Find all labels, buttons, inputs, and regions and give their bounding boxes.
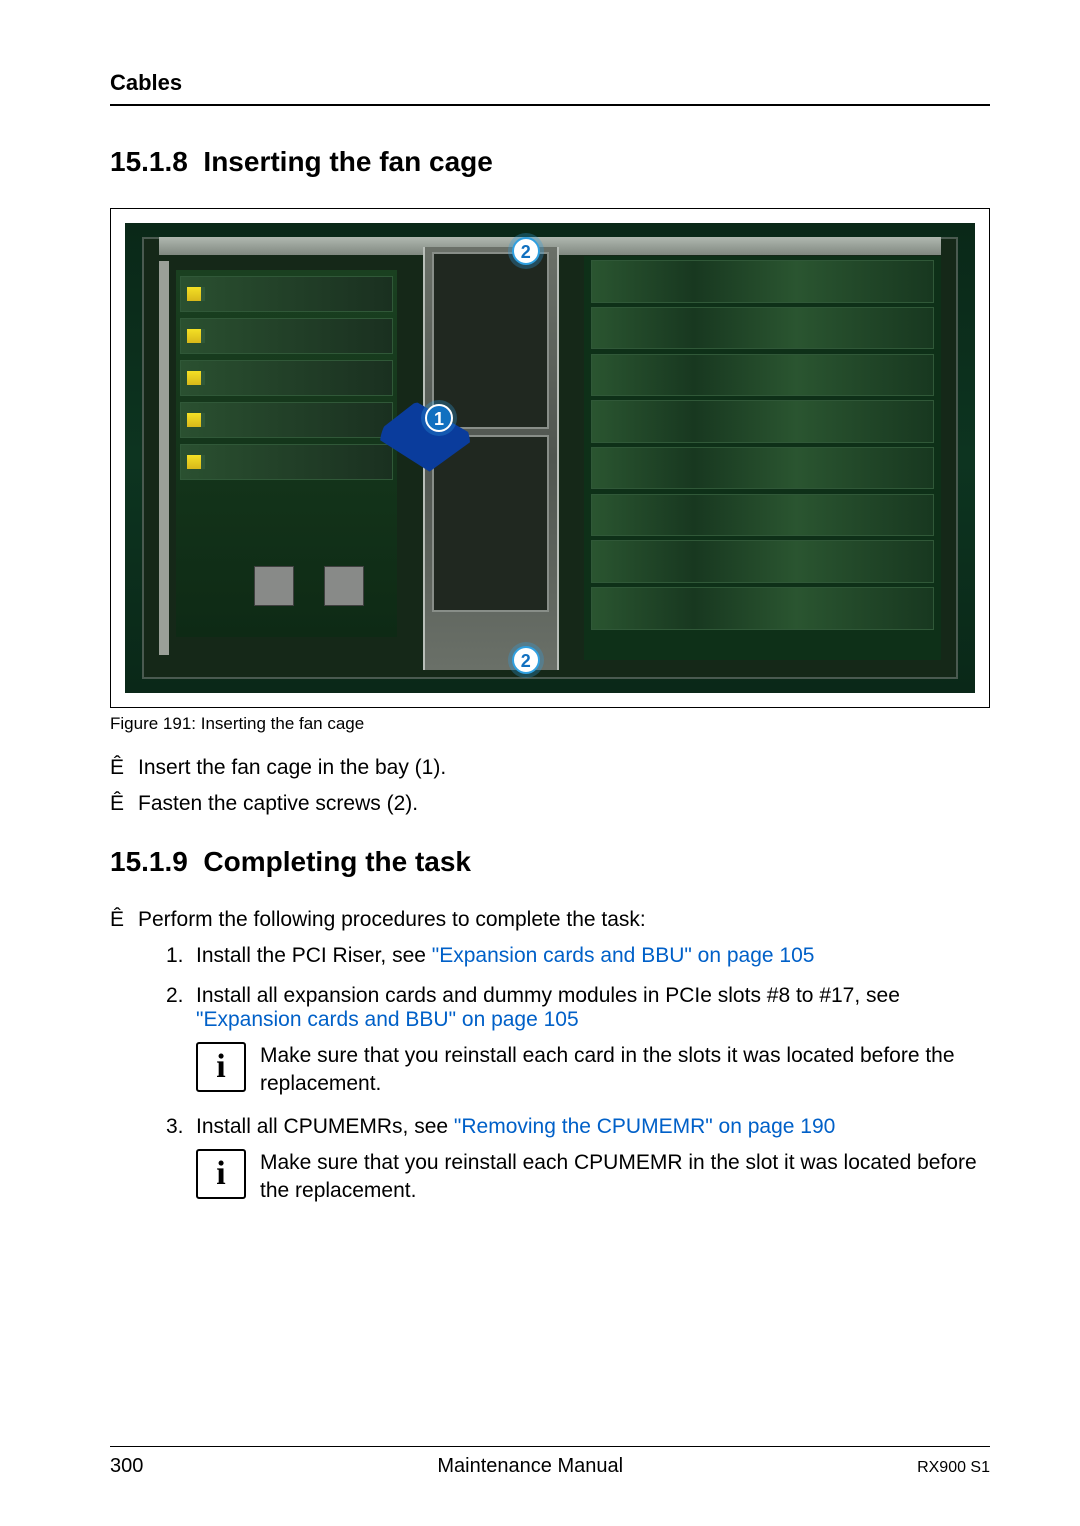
step-text: Fasten the captive screws (2). xyxy=(138,792,418,816)
card-slot xyxy=(180,276,393,312)
procedure-item: 1. Install the PCI Riser, see "Expansion… xyxy=(166,944,990,968)
callout-2-top: 2 xyxy=(512,237,540,265)
info-icon: i xyxy=(196,1149,246,1199)
cross-reference-link[interactable]: "Removing the CPUMEMR" on page 190 xyxy=(454,1115,835,1138)
info-note: i Make sure that you reinstall each CPUM… xyxy=(196,1149,990,1206)
callout-2-bottom: 2 xyxy=(512,646,540,674)
figure-caption: Figure 191: Inserting the fan cage xyxy=(110,714,990,734)
callout-1: 1 xyxy=(425,404,453,432)
dimm-row xyxy=(591,400,934,442)
info-note: i Make sure that you reinstall each card… xyxy=(196,1042,990,1099)
card-slot xyxy=(180,318,393,354)
procedure-list: 1. Install the PCI Riser, see "Expansion… xyxy=(138,944,990,1205)
card-slot xyxy=(180,360,393,396)
step-intro-text: Perform the following procedures to comp… xyxy=(138,908,646,931)
dimm-row xyxy=(591,587,934,629)
cross-reference-link[interactable]: "Expansion cards and BBU" on page 105 xyxy=(196,1008,579,1031)
warning-sticker-icon xyxy=(187,371,205,385)
warning-sticker-icon xyxy=(187,329,205,343)
step-bullet: Ê xyxy=(110,908,138,932)
section-number-1: 15.1.8 xyxy=(110,146,188,177)
step-bullet: Ê xyxy=(110,756,138,780)
dimm-row xyxy=(591,307,934,349)
section-heading-2: 15.1.9 Completing the task xyxy=(110,846,990,878)
header-rule xyxy=(110,104,990,106)
info-text: Make sure that you reinstall each CPUMEM… xyxy=(260,1149,990,1206)
info-text: Make sure that you reinstall each card i… xyxy=(260,1042,990,1099)
section-title-2: Completing the task xyxy=(203,846,471,877)
cpu-area xyxy=(244,566,431,651)
bay-lower xyxy=(432,435,548,613)
procedure-text: Install all expansion cards and dummy mo… xyxy=(196,984,900,1007)
dimm-row xyxy=(591,260,934,302)
dimm-row xyxy=(591,354,934,396)
warning-sticker-icon xyxy=(187,287,205,301)
procedure-text: Install the PCI Riser, see xyxy=(196,944,432,967)
bay-upper xyxy=(432,252,548,430)
step-text: Insert the fan cage in the bay (1). xyxy=(138,756,446,780)
footer-rule xyxy=(110,1446,990,1447)
procedure-item: 3. Install all CPUMEMRs, see "Removing t… xyxy=(166,1115,990,1206)
warning-sticker-icon xyxy=(187,455,205,469)
page-number: 300 xyxy=(110,1455,143,1478)
pcb-right xyxy=(584,256,941,660)
section-heading-1: 15.1.8 Inserting the fan cage xyxy=(110,146,990,178)
dimm-row xyxy=(591,540,934,582)
header-section-label: Cables xyxy=(110,70,990,96)
procedure-number: 2. xyxy=(166,984,196,1008)
dimm-row xyxy=(591,447,934,489)
step-item: Ê Insert the fan cage in the bay (1). xyxy=(110,756,990,780)
chip-icon xyxy=(254,566,294,606)
section-number-2: 15.1.9 xyxy=(110,846,188,877)
card-slot xyxy=(180,402,393,438)
procedure-number: 3. xyxy=(166,1115,196,1139)
footer-model: RX900 S1 xyxy=(917,1459,990,1477)
card-slot xyxy=(180,444,393,480)
info-icon: i xyxy=(196,1042,246,1092)
chip-icon xyxy=(324,566,364,606)
warning-sticker-icon xyxy=(187,413,205,427)
section-title-1: Inserting the fan cage xyxy=(203,146,492,177)
cross-reference-link[interactable]: "Expansion cards and BBU" on page 105 xyxy=(432,944,815,967)
procedure-text: Install all CPUMEMRs, see xyxy=(196,1115,454,1138)
procedure-number: 1. xyxy=(166,944,196,968)
steps-list-2: Ê Perform the following procedures to co… xyxy=(110,908,990,1221)
dimm-row xyxy=(591,494,934,536)
procedure-item: 2. Install all expansion cards and dummy… xyxy=(166,984,990,1099)
hardware-image: 2 1 2 xyxy=(125,223,975,693)
figure-container: 2 1 2 xyxy=(110,208,990,708)
step-item: Ê Fasten the captive screws (2). xyxy=(110,792,990,816)
page-footer: 300 Maintenance Manual RX900 S1 xyxy=(110,1446,990,1478)
footer-title: Maintenance Manual xyxy=(437,1455,623,1478)
steps-list-1: Ê Insert the fan cage in the bay (1). Ê … xyxy=(110,756,990,816)
step-item: Ê Perform the following procedures to co… xyxy=(110,908,990,1221)
step-bullet: Ê xyxy=(110,792,138,816)
side-rail xyxy=(159,261,169,656)
